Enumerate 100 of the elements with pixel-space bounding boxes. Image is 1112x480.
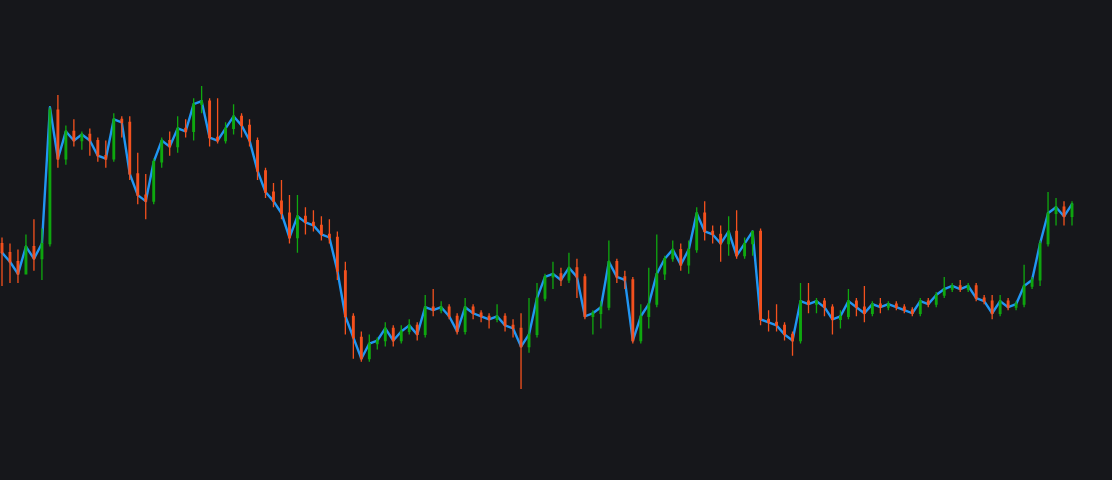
candlestick bbox=[639, 303, 643, 345]
candlestick bbox=[934, 291, 938, 308]
candlestick bbox=[823, 297, 826, 317]
candlestick bbox=[743, 236, 747, 260]
candlestick bbox=[783, 321, 786, 342]
candlestick bbox=[1022, 264, 1026, 308]
candlestick bbox=[32, 218, 36, 272]
candlestick bbox=[775, 303, 778, 333]
candlestick bbox=[799, 282, 802, 345]
candlestick bbox=[982, 294, 986, 305]
candlestick bbox=[695, 206, 699, 254]
candlestick bbox=[870, 300, 874, 317]
candlestick bbox=[463, 297, 467, 336]
candlestick bbox=[0, 236, 4, 287]
candlestick bbox=[447, 303, 451, 320]
candlestick bbox=[1062, 200, 1066, 227]
candlestick bbox=[679, 242, 683, 272]
candlestick bbox=[839, 309, 842, 330]
candlestick bbox=[487, 312, 491, 330]
candlestick bbox=[926, 297, 930, 308]
candlestick bbox=[519, 312, 523, 390]
candlestick bbox=[671, 239, 675, 263]
candlestick bbox=[72, 118, 76, 148]
candlestick bbox=[80, 130, 84, 151]
candlestick bbox=[751, 230, 755, 257]
candlestick bbox=[415, 321, 419, 342]
candlestick bbox=[511, 318, 515, 339]
candlestick bbox=[256, 136, 259, 181]
candlestick bbox=[48, 106, 52, 248]
candlestick bbox=[831, 303, 834, 336]
candlestick bbox=[1006, 297, 1010, 311]
candlestick bbox=[647, 267, 651, 330]
candlestick bbox=[144, 173, 148, 220]
candlestick bbox=[902, 303, 906, 314]
candlestick bbox=[232, 103, 235, 136]
candlestick bbox=[423, 294, 427, 339]
candlestick bbox=[591, 309, 595, 336]
candlestick bbox=[862, 285, 866, 323]
candlestick bbox=[351, 312, 355, 360]
candlestick bbox=[399, 324, 403, 345]
candlestick bbox=[216, 97, 220, 145]
candlestick bbox=[40, 227, 44, 281]
candlestick bbox=[918, 297, 922, 317]
candlestick bbox=[854, 297, 858, 317]
candlestick bbox=[367, 333, 371, 363]
candlestick bbox=[407, 318, 411, 336]
candlestick bbox=[767, 309, 770, 333]
candlestick bbox=[439, 300, 443, 314]
candlestick bbox=[990, 294, 994, 320]
candlestick bbox=[711, 224, 715, 245]
candlestick bbox=[192, 97, 196, 142]
candlestick bbox=[623, 270, 627, 290]
candlestick bbox=[479, 309, 483, 323]
candlestick bbox=[455, 312, 459, 336]
candlestick bbox=[288, 194, 291, 245]
candlestick bbox=[24, 233, 28, 275]
candlestick bbox=[966, 282, 970, 293]
candlestick bbox=[8, 242, 12, 284]
candlestick bbox=[319, 215, 323, 242]
candlestick bbox=[1014, 300, 1018, 311]
candlestick bbox=[471, 303, 475, 320]
candlestick bbox=[168, 130, 172, 157]
candlestick bbox=[607, 239, 611, 311]
candlestick bbox=[1070, 200, 1074, 227]
candlestick bbox=[567, 252, 571, 284]
candlestick bbox=[807, 282, 810, 314]
candlestick bbox=[184, 118, 188, 139]
candlestick bbox=[527, 297, 531, 354]
candlestick bbox=[280, 179, 283, 220]
candlestick bbox=[152, 158, 156, 205]
candlestick bbox=[599, 300, 603, 330]
candlestick bbox=[208, 97, 212, 148]
candlestick bbox=[200, 85, 204, 114]
candlestick bbox=[1030, 276, 1034, 290]
candlestick bbox=[974, 282, 978, 302]
candlestick bbox=[998, 294, 1002, 317]
candlestick bbox=[296, 194, 299, 254]
candlestick bbox=[136, 152, 140, 205]
candlestick bbox=[583, 273, 587, 320]
candlestick bbox=[16, 248, 20, 284]
candlestick bbox=[535, 282, 539, 339]
candlestick bbox=[359, 330, 363, 363]
candlestick bbox=[327, 218, 331, 245]
candlestick bbox=[727, 215, 731, 257]
candlestick bbox=[264, 167, 267, 199]
candlestick bbox=[272, 182, 275, 208]
candlestick bbox=[815, 297, 818, 314]
candlestick bbox=[160, 136, 164, 169]
candlestick bbox=[56, 94, 60, 169]
candlestick bbox=[631, 276, 635, 345]
candlestick bbox=[104, 139, 108, 169]
candlestick bbox=[88, 127, 92, 157]
candlestick bbox=[958, 279, 962, 293]
candlestick bbox=[759, 227, 763, 327]
candlestick bbox=[375, 336, 379, 351]
candlestick bbox=[1046, 191, 1050, 248]
candlestick bbox=[96, 136, 100, 163]
candlestick bbox=[311, 209, 315, 233]
candlestick bbox=[383, 321, 387, 348]
candlestick bbox=[176, 115, 180, 154]
